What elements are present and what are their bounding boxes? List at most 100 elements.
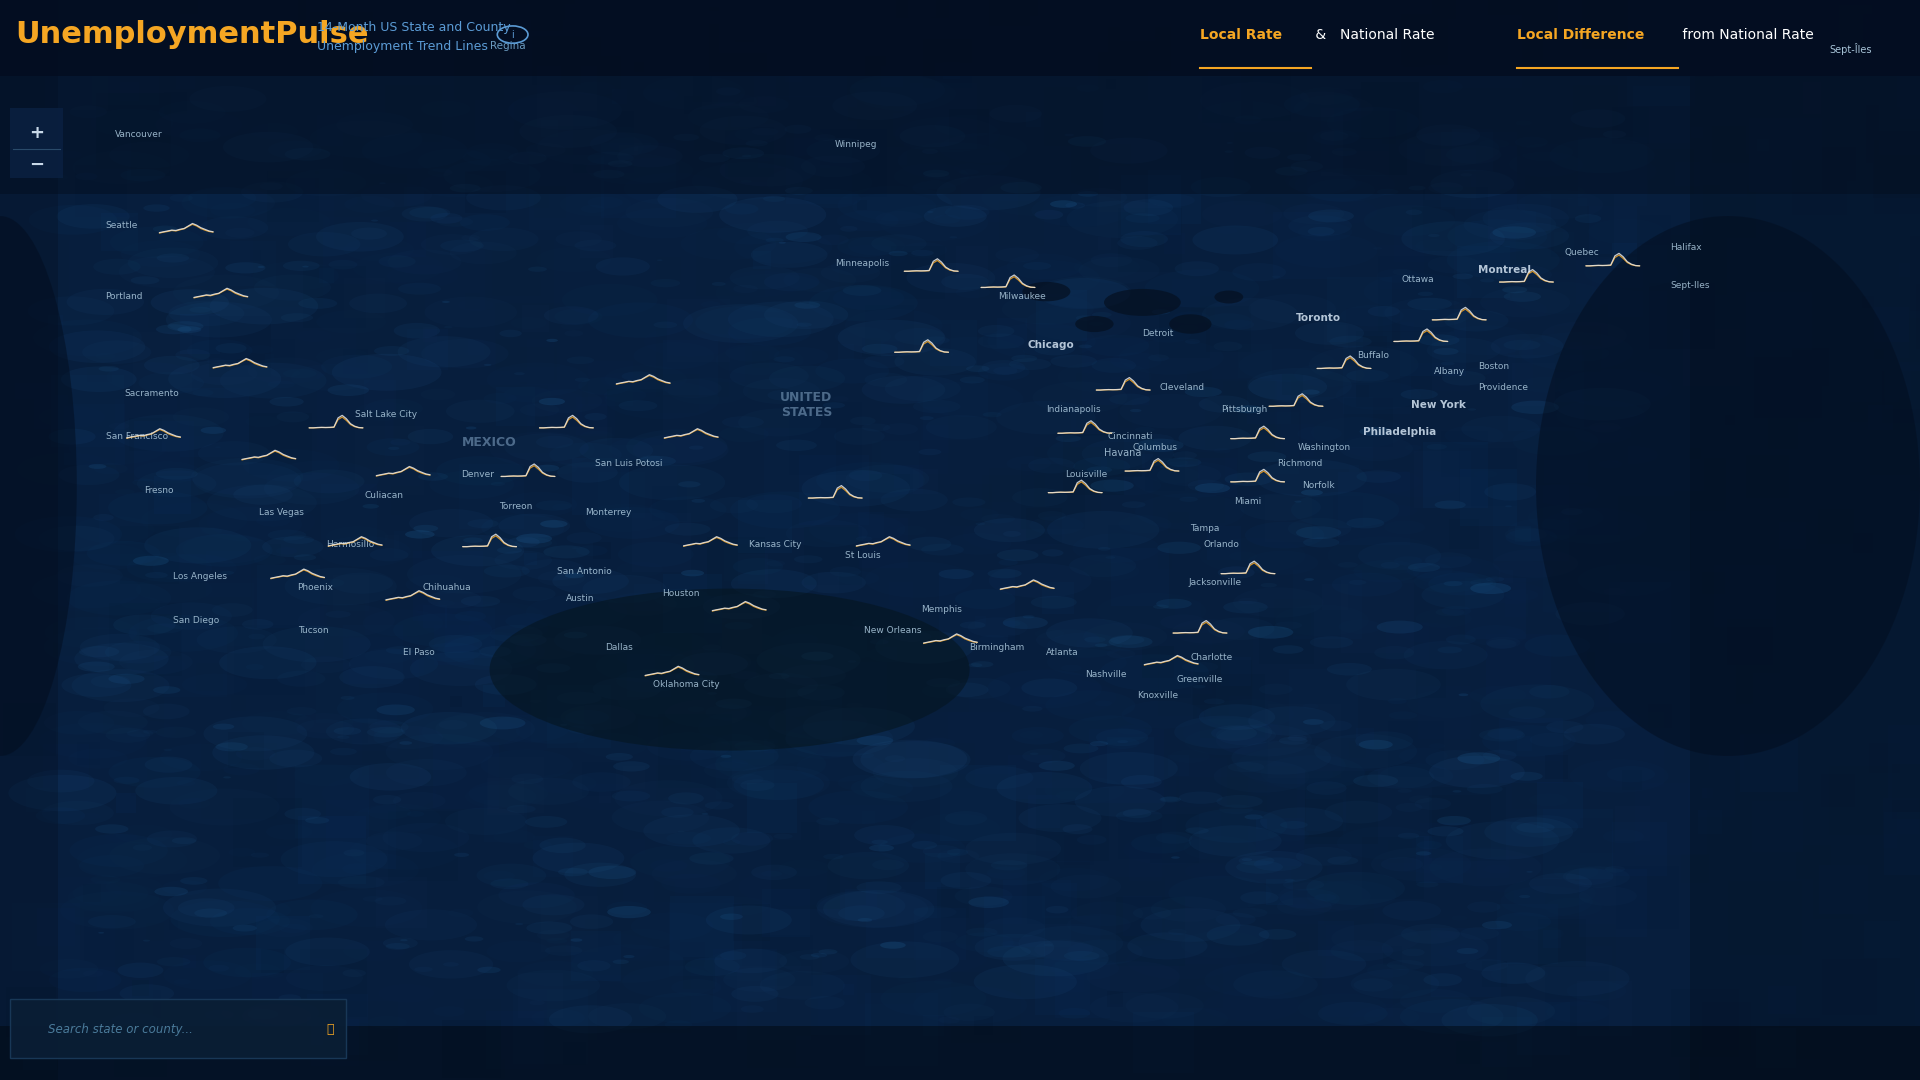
Ellipse shape	[108, 757, 200, 788]
Bar	[929, 320, 977, 366]
Ellipse shape	[624, 955, 634, 958]
Ellipse shape	[900, 125, 966, 147]
Ellipse shape	[1158, 542, 1200, 554]
Bar	[1747, 80, 1820, 154]
Ellipse shape	[622, 966, 718, 998]
Ellipse shape	[490, 878, 528, 889]
Ellipse shape	[188, 187, 255, 210]
Ellipse shape	[912, 249, 933, 256]
Ellipse shape	[1407, 298, 1452, 310]
Ellipse shape	[716, 699, 753, 708]
Ellipse shape	[568, 725, 593, 734]
Ellipse shape	[837, 237, 897, 257]
Bar	[1346, 309, 1382, 346]
Ellipse shape	[616, 158, 693, 184]
Ellipse shape	[808, 285, 918, 322]
Bar	[132, 980, 150, 997]
Ellipse shape	[98, 932, 104, 933]
Ellipse shape	[467, 519, 499, 528]
Ellipse shape	[382, 937, 419, 949]
Text: Sacramento: Sacramento	[125, 389, 180, 397]
Ellipse shape	[1085, 335, 1150, 356]
Ellipse shape	[516, 961, 593, 986]
Text: Torreon: Torreon	[499, 502, 532, 511]
Ellipse shape	[157, 254, 188, 262]
Bar	[1171, 279, 1200, 307]
Ellipse shape	[737, 408, 822, 436]
Ellipse shape	[384, 909, 476, 941]
Ellipse shape	[1012, 488, 1068, 507]
Ellipse shape	[228, 848, 255, 856]
Bar	[1488, 0, 1557, 66]
Ellipse shape	[1215, 725, 1277, 745]
Bar	[1448, 15, 1523, 89]
Ellipse shape	[1039, 511, 1066, 521]
Ellipse shape	[1279, 881, 1371, 913]
Bar	[1267, 879, 1294, 905]
Ellipse shape	[1290, 491, 1400, 528]
Ellipse shape	[745, 673, 818, 698]
Bar	[0, 0, 1920, 194]
Ellipse shape	[586, 507, 680, 539]
Bar	[1884, 798, 1920, 835]
Bar	[1348, 465, 1359, 475]
Bar	[1912, 0, 1920, 27]
Bar	[657, 257, 682, 282]
Ellipse shape	[816, 891, 906, 921]
Bar	[1206, 526, 1240, 559]
Bar	[1000, 8, 1020, 26]
Bar	[1064, 835, 1094, 864]
Ellipse shape	[321, 579, 344, 586]
Ellipse shape	[1407, 563, 1453, 578]
Bar	[1899, 264, 1912, 278]
Bar	[384, 85, 442, 143]
Ellipse shape	[267, 529, 307, 540]
Bar	[1423, 187, 1488, 252]
Ellipse shape	[27, 296, 115, 325]
Bar	[1188, 720, 1229, 759]
Ellipse shape	[0, 216, 77, 756]
Ellipse shape	[1018, 926, 1123, 961]
Bar	[712, 42, 776, 106]
Bar	[758, 96, 829, 168]
Bar	[1818, 865, 1868, 915]
Ellipse shape	[818, 949, 837, 955]
Bar	[511, 664, 538, 691]
Ellipse shape	[1461, 927, 1500, 940]
Ellipse shape	[50, 330, 146, 363]
Ellipse shape	[1428, 256, 1480, 273]
Ellipse shape	[612, 801, 708, 834]
Bar	[1617, 866, 1680, 929]
Bar	[1678, 1058, 1699, 1080]
Bar	[893, 112, 916, 136]
Ellipse shape	[1254, 858, 1302, 870]
Ellipse shape	[703, 645, 722, 651]
Ellipse shape	[420, 389, 455, 401]
Ellipse shape	[1286, 153, 1311, 161]
Bar	[1146, 377, 1202, 431]
Bar	[599, 472, 645, 518]
Ellipse shape	[858, 918, 872, 922]
Ellipse shape	[1033, 381, 1127, 414]
Ellipse shape	[202, 427, 227, 434]
Ellipse shape	[1528, 685, 1569, 699]
Ellipse shape	[44, 627, 157, 666]
Ellipse shape	[1238, 855, 1275, 866]
Ellipse shape	[1363, 1008, 1419, 1026]
Ellipse shape	[1256, 459, 1367, 497]
Ellipse shape	[340, 696, 355, 700]
Ellipse shape	[330, 747, 357, 755]
Ellipse shape	[927, 211, 933, 213]
Ellipse shape	[1467, 996, 1555, 1026]
Bar	[1288, 669, 1357, 738]
Ellipse shape	[98, 366, 119, 372]
Ellipse shape	[432, 535, 524, 566]
Ellipse shape	[79, 646, 119, 658]
Ellipse shape	[1563, 868, 1613, 885]
Ellipse shape	[167, 321, 204, 332]
Ellipse shape	[1248, 894, 1308, 915]
Bar	[1273, 923, 1325, 977]
Ellipse shape	[1046, 618, 1133, 648]
Bar	[1008, 635, 1020, 648]
Ellipse shape	[1467, 408, 1476, 410]
